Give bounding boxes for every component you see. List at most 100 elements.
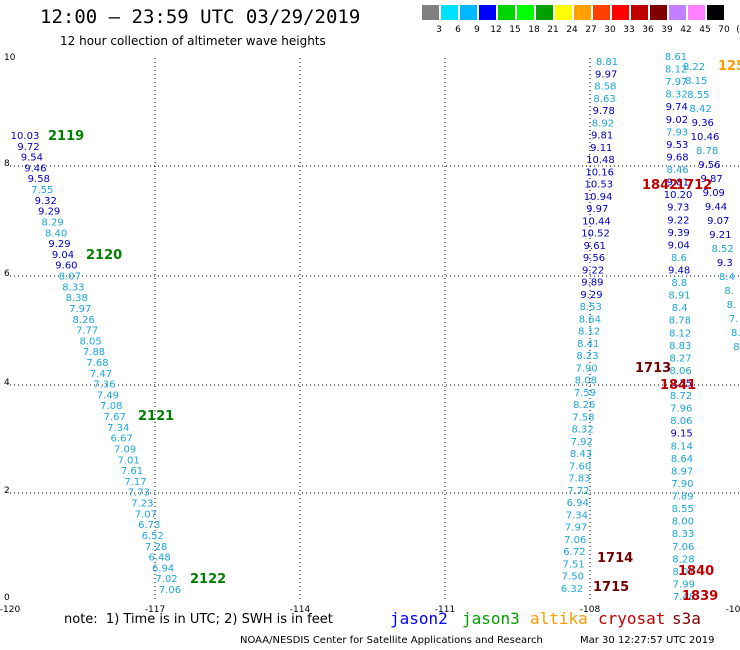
x-tick-label: -117 xyxy=(145,605,165,615)
wave-height-value: 8.43 xyxy=(570,449,592,460)
scale-swatch xyxy=(441,5,458,20)
wave-height-value: 8.63 xyxy=(593,94,615,105)
wave-height-value: 7.02 xyxy=(155,574,177,585)
wave-height-value: 7.58 xyxy=(572,412,594,423)
scale-label: 18 xyxy=(528,25,540,35)
scale-swatch xyxy=(422,5,439,20)
wave-height-value: 8.22 xyxy=(683,62,705,73)
scale-label: 12 xyxy=(490,25,502,35)
scale-label: 27 xyxy=(585,25,597,35)
wave-height-value: 6.94 xyxy=(152,563,174,574)
wave-height-value: 6.72 xyxy=(563,547,585,558)
wave-height-value: 9.07 xyxy=(707,216,729,227)
wave-height-value: 7.93 xyxy=(666,127,688,138)
legend-altika: altika xyxy=(530,609,588,628)
wave-height-value: 8.06 xyxy=(670,416,692,427)
wave-height-value: 8.83 xyxy=(669,341,691,352)
wave-height-value: 10.20 xyxy=(664,190,693,201)
wave-height-value: 9.04 xyxy=(668,240,690,251)
wave-height-value: 7.08 xyxy=(100,401,122,412)
wave-height-value: 9.04 xyxy=(52,250,74,261)
wave-height-value: 8.61 xyxy=(665,52,687,63)
wave-height-value: 8.55 xyxy=(672,504,694,515)
wave-height-value: 8.92 xyxy=(592,118,614,129)
wave-height-value: 8.8 xyxy=(671,278,687,289)
wave-height-value: 8.07 xyxy=(59,272,81,283)
scale-swatch xyxy=(555,5,572,20)
wave-height-value: 9.53 xyxy=(666,140,688,151)
wave-height-value: 9.97 xyxy=(586,204,608,215)
wave-height-value: 9.78 xyxy=(593,106,615,117)
wave-height-value: 6.73 xyxy=(138,520,160,531)
wave-height-value: 8.23 xyxy=(576,351,598,362)
wave-height-value: 8.38 xyxy=(66,293,88,304)
scale-label: 36 xyxy=(642,25,654,35)
wave-height-value: 9.61 xyxy=(584,241,606,252)
scale-label: 21 xyxy=(547,25,559,35)
x-tick-label: -108 xyxy=(580,605,601,615)
x-tick-label: -111 xyxy=(435,605,455,615)
wave-height-value: 9.56 xyxy=(583,253,605,264)
wave-height-value: 8. xyxy=(731,328,740,339)
wave-height-value: 7.07 xyxy=(135,509,157,520)
wave-height-value: 7.28 xyxy=(145,542,167,553)
track-id-label: 2122 xyxy=(190,572,226,587)
wave-height-value: 9.39 xyxy=(667,228,689,239)
wave-height-value: 9.56 xyxy=(698,160,720,171)
wave-height-value: 8.32 xyxy=(571,425,593,436)
scale-label: 42 xyxy=(680,25,692,35)
wave-height-value: 9.46 xyxy=(24,163,46,174)
wave-height-value: 8.4 xyxy=(719,272,735,283)
wave-height-value: 8.15 xyxy=(685,76,707,87)
scale-label: 70 xyxy=(718,25,730,35)
wave-height-value: 7.90 xyxy=(671,479,693,490)
wave-height-value: 9.29 xyxy=(48,239,70,250)
wave-height-value: 8.81 xyxy=(596,57,618,68)
wave-height-value: 9.22 xyxy=(667,215,689,226)
wave-height-value: 7.48 xyxy=(673,592,695,603)
wave-height-value: 9.48 xyxy=(668,265,690,276)
wave-height-value: 9.21 xyxy=(709,230,731,241)
wave-height-value: 9.11 xyxy=(590,143,612,154)
wave-height-value: 7.97 xyxy=(69,304,91,315)
scale-swatch xyxy=(669,5,686,20)
wave-height-value: 10.16 xyxy=(585,167,614,178)
wave-height-value: 7.97 xyxy=(665,77,687,88)
wave-height-value: 7. xyxy=(729,314,739,325)
wave-height-value: 8.08 xyxy=(575,376,597,387)
wave-height-value: 8.26 xyxy=(573,400,595,411)
credit-text: NOAA/NESDIS Center for Satellite Applica… xyxy=(240,635,543,646)
wave-height-value: 6.32 xyxy=(561,584,583,595)
wave-height-value: 9.29 xyxy=(38,207,60,218)
wave-height-value: 7.90 xyxy=(576,363,598,374)
wave-height-value: 7.89 xyxy=(671,492,693,503)
track-id-label: 2121 xyxy=(138,409,174,424)
track-id-label: 2119 xyxy=(48,129,84,144)
wave-height-value: 8.64 xyxy=(671,454,693,465)
legend-s3a: s3a xyxy=(672,609,701,628)
wave-height-value: 9.02 xyxy=(666,115,688,126)
scale-swatch xyxy=(479,5,496,20)
wave-height-value: 6.48 xyxy=(149,553,171,564)
wave-height-value: 9.44 xyxy=(705,202,727,213)
track-id-label: 1712 xyxy=(676,178,712,193)
wave-height-value: 8.52 xyxy=(711,244,733,255)
wave-height-value: 7.55 xyxy=(31,185,53,196)
scale-swatch xyxy=(517,5,534,20)
scale-swatch xyxy=(498,5,515,20)
wave-height-value: 8. xyxy=(724,286,734,297)
wave-height-value: 7.73 xyxy=(128,488,150,499)
legend-jason2: jason2 xyxy=(390,609,448,628)
y-tick-label: 2 xyxy=(4,486,10,496)
track-id-label: 1842 xyxy=(642,178,678,193)
scale-label: 30 xyxy=(604,25,616,35)
wave-height-value: 8.00 xyxy=(672,517,694,528)
scale-swatch xyxy=(574,5,591,20)
wave-height-value: 8.41 xyxy=(577,339,599,350)
wave-height-value: 7.88 xyxy=(83,347,105,358)
scale-label: (ft) xyxy=(736,25,740,35)
wave-height-value: 8.78 xyxy=(696,146,718,157)
legend-cryosat: cryosat xyxy=(598,609,666,628)
wave-height-value: 7.61 xyxy=(121,466,143,477)
wave-height-value: 9.09 xyxy=(703,188,725,199)
